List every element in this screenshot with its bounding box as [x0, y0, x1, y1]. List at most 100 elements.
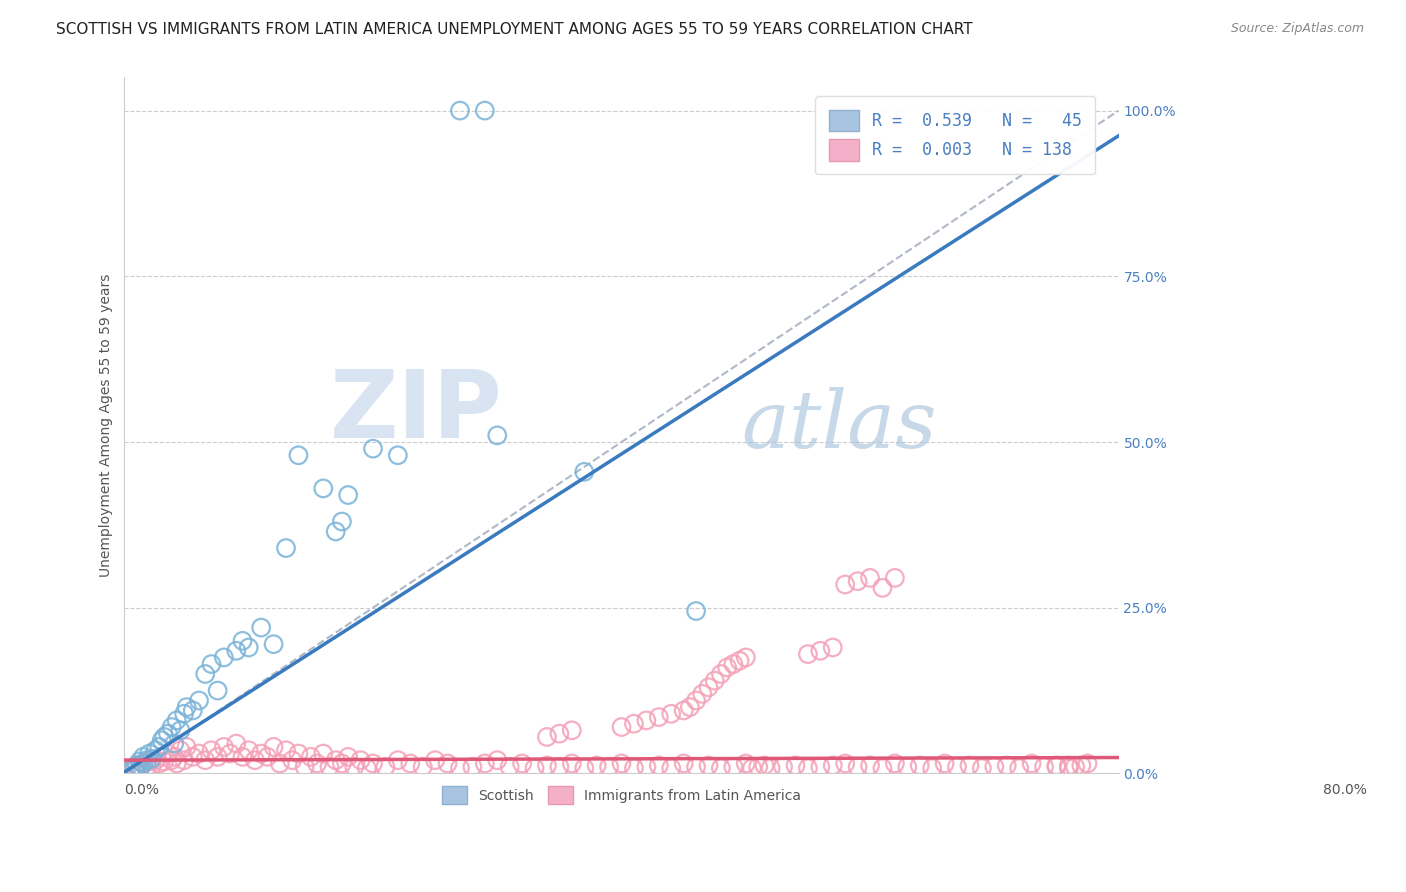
Point — [207, 683, 229, 698]
Point — [194, 667, 217, 681]
Point — [1033, 760, 1056, 774]
Point — [238, 640, 260, 655]
Point — [548, 726, 571, 740]
Point — [659, 761, 682, 775]
Point — [1064, 760, 1087, 774]
Point — [337, 749, 360, 764]
Point — [685, 693, 707, 707]
Legend: Scottish, Immigrants from Latin America: Scottish, Immigrants from Latin America — [432, 775, 813, 815]
Point — [623, 716, 645, 731]
Text: ZIP: ZIP — [329, 366, 502, 458]
Point — [523, 761, 546, 775]
Point — [374, 760, 396, 774]
Point — [561, 723, 583, 738]
Point — [231, 749, 253, 764]
Point — [176, 700, 198, 714]
Point — [561, 756, 583, 771]
Point — [294, 760, 316, 774]
Point — [536, 730, 558, 744]
Point — [983, 760, 1005, 774]
Point — [659, 706, 682, 721]
Point — [883, 756, 905, 771]
Point — [399, 756, 422, 771]
Point — [734, 756, 756, 771]
Point — [281, 753, 304, 767]
Point — [148, 756, 170, 771]
Point — [212, 739, 235, 754]
Point — [150, 733, 173, 747]
Point — [115, 761, 138, 775]
Point — [741, 761, 763, 775]
Point — [436, 756, 458, 771]
Point — [263, 637, 285, 651]
Point — [846, 760, 869, 774]
Point — [423, 753, 446, 767]
Point — [474, 103, 496, 118]
Point — [349, 753, 371, 767]
Point — [648, 758, 671, 772]
Text: atlas: atlas — [741, 387, 936, 464]
Point — [141, 752, 163, 766]
Point — [846, 574, 869, 589]
Point — [169, 743, 191, 757]
Point — [772, 760, 794, 774]
Point — [1057, 761, 1080, 775]
Point — [703, 673, 725, 688]
Point — [1045, 758, 1067, 772]
Text: SCOTTISH VS IMMIGRANTS FROM LATIN AMERICA UNEMPLOYMENT AMONG AGES 55 TO 59 YEARS: SCOTTISH VS IMMIGRANTS FROM LATIN AMERIC… — [56, 22, 973, 37]
Point — [312, 482, 335, 496]
Point — [166, 756, 188, 771]
Point — [188, 693, 211, 707]
Point — [921, 761, 943, 775]
Point — [728, 654, 751, 668]
Point — [120, 763, 142, 777]
Point — [194, 753, 217, 767]
Point — [959, 758, 981, 772]
Point — [461, 760, 484, 774]
Point — [449, 761, 471, 775]
Point — [1008, 761, 1031, 775]
Point — [274, 541, 297, 555]
Point — [697, 680, 720, 694]
Point — [173, 753, 195, 767]
Point — [325, 753, 347, 767]
Point — [636, 760, 658, 774]
Point — [150, 749, 173, 764]
Point — [808, 760, 831, 774]
Point — [132, 756, 155, 771]
Point — [598, 760, 620, 774]
Point — [1076, 756, 1098, 771]
Point — [908, 758, 931, 772]
Point — [225, 737, 247, 751]
Point — [125, 758, 148, 772]
Point — [307, 756, 329, 771]
Point — [934, 756, 956, 771]
Point — [145, 753, 167, 767]
Point — [135, 753, 157, 767]
Point — [970, 761, 993, 775]
Point — [153, 755, 176, 769]
Point — [156, 726, 179, 740]
Point — [872, 761, 894, 775]
Point — [269, 756, 291, 771]
Point — [287, 448, 309, 462]
Point — [610, 720, 633, 734]
Point — [141, 758, 163, 772]
Point — [685, 604, 707, 618]
Point — [797, 761, 820, 775]
Point — [747, 760, 769, 774]
Point — [872, 581, 894, 595]
Text: Source: ZipAtlas.com: Source: ZipAtlas.com — [1230, 22, 1364, 36]
Point — [716, 660, 738, 674]
Point — [710, 667, 733, 681]
Point — [648, 710, 671, 724]
Point — [486, 428, 509, 442]
Point — [585, 758, 607, 772]
Point — [330, 515, 353, 529]
Point — [474, 756, 496, 771]
Point — [1021, 756, 1043, 771]
Point — [243, 753, 266, 767]
Point — [274, 743, 297, 757]
Point — [318, 760, 340, 774]
Point — [548, 760, 571, 774]
